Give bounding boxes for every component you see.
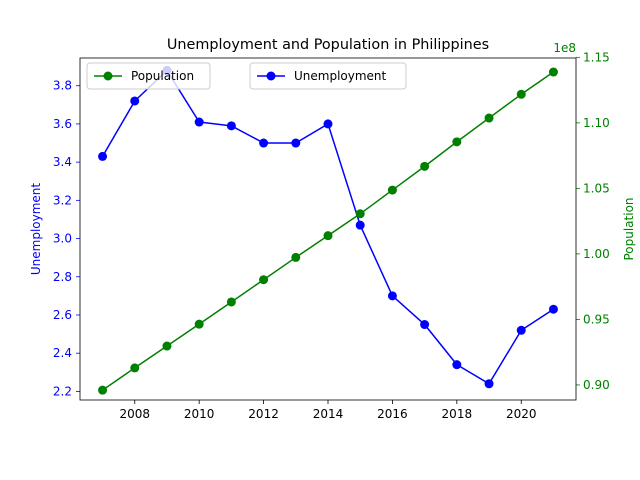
data-point-population <box>194 319 204 329</box>
legend-box <box>249 62 407 90</box>
data-point-unemployment <box>291 138 301 148</box>
axes-frame <box>79 57 577 401</box>
chart-title: Unemployment and Population in Philippin… <box>167 37 489 53</box>
left-y-tick-label: 3.2 <box>53 193 72 207</box>
data-point-unemployment <box>130 96 140 106</box>
left-y-tick-label: 3.0 <box>53 232 72 246</box>
left-y-tick-label: 2.2 <box>53 384 72 398</box>
data-point-population <box>484 113 494 123</box>
data-point-unemployment <box>387 291 397 301</box>
data-point-population <box>452 137 462 147</box>
data-point-population <box>387 185 397 195</box>
right-y-tick-label: 1.10 <box>583 116 610 130</box>
legend-box <box>86 62 211 90</box>
right-y-tick-label: 1.05 <box>583 181 610 195</box>
data-point-unemployment <box>323 119 333 129</box>
left-y-tick-label: 3.6 <box>53 117 72 131</box>
data-point-population <box>291 252 301 262</box>
data-point-population <box>98 385 108 395</box>
data-point-population <box>162 341 172 351</box>
legend-marker <box>266 71 276 81</box>
legend-label: Population <box>131 69 194 83</box>
left-y-tick-label: 3.4 <box>53 155 72 169</box>
data-point-unemployment <box>452 360 462 370</box>
legend-marker <box>103 71 113 81</box>
plot-area: 2008 2010 2012 2014 2016 2018 2020 2.2 2.4 2.6 2.8… <box>29 41 636 421</box>
legend-area: Population Unemployment <box>86 62 407 90</box>
x-tick-label: 2018 <box>442 407 473 421</box>
left-axis-label: Unemployment <box>29 183 43 276</box>
right-y-tick-label: 1.00 <box>583 247 610 261</box>
x-tick-label: 2016 <box>377 407 408 421</box>
x-tick-label: 2014 <box>313 407 344 421</box>
legend-label: Unemployment <box>294 69 387 83</box>
left-y-tick-label: 2.6 <box>53 308 72 322</box>
data-point-unemployment <box>484 379 494 389</box>
data-point-population <box>548 67 558 77</box>
right-y-tick-label: 1.15 <box>583 50 610 64</box>
data-point-population <box>226 297 236 307</box>
data-point-unemployment <box>420 320 430 330</box>
data-point-population <box>130 363 140 373</box>
legend: Population <box>86 62 211 90</box>
data-point-population <box>420 161 430 171</box>
x-tick-label: 2012 <box>248 407 279 421</box>
left-y-tick-label: 3.8 <box>53 79 72 93</box>
right-y-tick-label: 0.90 <box>583 378 610 392</box>
right-axis-offset-text: 1e8 <box>553 41 576 55</box>
data-point-unemployment <box>516 325 526 335</box>
data-point-unemployment <box>355 220 365 230</box>
data-point-unemployment <box>98 151 108 161</box>
data-point-population <box>355 209 365 219</box>
left-y-tick-label: 2.8 <box>53 270 72 284</box>
right-axis-label: Population <box>622 197 636 260</box>
x-tick-label: 2020 <box>506 407 537 421</box>
data-point-unemployment <box>226 121 236 131</box>
legend: Unemployment <box>249 62 407 90</box>
data-point-unemployment <box>259 138 269 148</box>
data-point-unemployment <box>194 117 204 127</box>
right-y-tick-label: 0.95 <box>583 312 610 326</box>
data-point-population <box>323 231 333 241</box>
data-point-population <box>259 275 269 285</box>
data-point-unemployment <box>548 304 558 314</box>
x-tick-label: 2010 <box>184 407 215 421</box>
left-y-tick-label: 2.4 <box>53 346 72 360</box>
data-point-population <box>516 89 526 99</box>
x-tick-label: 2008 <box>119 407 150 421</box>
